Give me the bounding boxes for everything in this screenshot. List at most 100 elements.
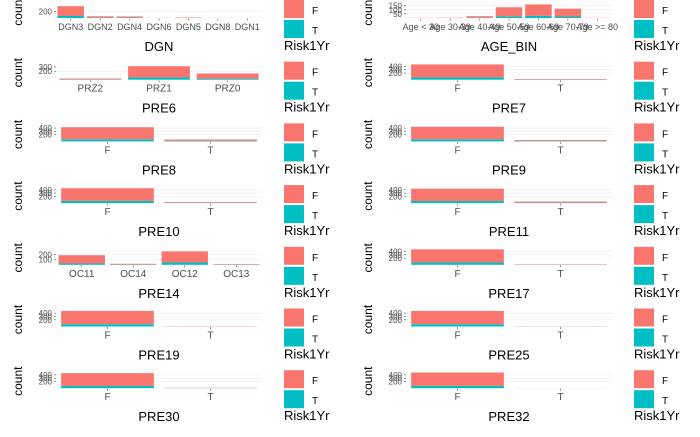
panel-pre14-x-tick-label: OC14: [120, 269, 147, 280]
panel-pre8-y-tick-label: 400: [39, 124, 53, 133]
panel-dgn-x-tick-label: DGN4: [117, 22, 142, 32]
panel-pre11-x-axis-label: PRE11: [489, 224, 529, 239]
panel-pre9-x-tick-label: F: [454, 145, 460, 156]
panel-dgn-x-tick-label: DGN5: [176, 22, 201, 32]
panel-pre14-legend-key-t: [284, 267, 304, 285]
panel-pre14-bar-t: [59, 264, 105, 265]
panel-dgn-y-tick-label: 200: [39, 7, 53, 16]
panel-pre11-x-tick-label: T: [557, 207, 563, 218]
panel-pre30-y-axis-label: count: [11, 366, 25, 396]
panel-pre30-bar-f: [61, 373, 154, 386]
panel-pre9-bar-f: [411, 127, 504, 139]
panel-pre25-y-axis-label: count: [361, 304, 375, 334]
panel-age_bin-x-tick-label: Age >= 80: [577, 22, 619, 32]
panel-pre10-legend-label-f: F: [312, 191, 318, 202]
panel-pre11-legend-key-f: [634, 185, 654, 203]
panel-pre32-bar-f: [411, 373, 504, 386]
panel-pre9-legend-label-t: T: [662, 149, 668, 160]
panel-pre6-x-tick-label: PRZ0: [215, 84, 241, 95]
panel-age_bin-legend-title: Risk1Yr: [634, 38, 680, 53]
panel-pre6-legend-key-f: [284, 62, 304, 80]
panel-pre19-bar-t: [61, 324, 154, 326]
panel-pre19-legend-title: Risk1Yr: [284, 347, 330, 362]
panel-pre17-legend-title: Risk1Yr: [634, 285, 680, 300]
panel-pre6-legend-label-f: F: [312, 68, 318, 79]
panel-pre10-legend-title: Risk1Yr: [284, 223, 330, 238]
panel-pre11-bar-f: [411, 189, 504, 201]
panel-pre8-legend-label-f: F: [312, 129, 318, 140]
panel-age_bin-bar-f: [555, 9, 581, 17]
panel-pre32-legend-key-t: [634, 390, 654, 408]
panel-age_bin-bar-t: [496, 16, 522, 18]
panel-pre9-x-tick-label: T: [557, 145, 563, 156]
panel-dgn-legend-key-f: [284, 0, 304, 18]
panel-pre6-legend-label-t: T: [312, 88, 318, 99]
panel-pre25-x-tick-label: T: [557, 331, 563, 342]
panel-pre25-bar-f: [411, 311, 504, 324]
panel-pre10-bar-t: [61, 201, 154, 203]
panel-pre32-y-axis-label: count: [361, 366, 375, 396]
panel-age_bin-bar-f: [525, 4, 551, 16]
panel-pre17-legend-key-f: [634, 247, 654, 265]
panel-dgn-bar-f: [87, 16, 113, 17]
panel-pre9-bar-f: [514, 140, 607, 141]
panel-dgn-y-axis-label: count: [11, 0, 25, 26]
panel-pre7-x-tick-label: T: [557, 84, 563, 95]
panel-pre17-bar-t: [411, 263, 504, 265]
panel-pre14-bar-f: [110, 264, 156, 265]
panel-pre6-x-tick-label: PRZ2: [78, 84, 104, 95]
panel-pre32-legend-key-f: [634, 370, 654, 388]
panel-pre19-legend-key-t: [284, 329, 304, 347]
panel-pre19-y-axis-label: count: [11, 304, 25, 334]
panel-pre8-bar-t: [164, 141, 257, 142]
panel-pre10-bar-f: [61, 188, 154, 201]
panel-pre14-x-tick-label: OC11: [69, 269, 95, 280]
panel-pre9-y-axis-label: count: [361, 119, 375, 149]
panel-pre7-y-axis-label: count: [361, 57, 375, 87]
panel-pre25-legend-key-f: [634, 309, 654, 327]
panel-pre11-legend-key-t: [634, 205, 654, 223]
panel-pre8-bar-f: [164, 140, 257, 141]
panel-pre30-legend-key-t: [284, 390, 304, 408]
panel-pre7-legend-key-t: [634, 82, 654, 100]
panel-pre7-bar-f: [514, 79, 607, 80]
panel-pre17-x-tick-label: F: [454, 269, 460, 280]
panel-pre17-bar-f: [411, 249, 504, 262]
panel-pre25-y-tick-label: 400: [389, 309, 403, 318]
panel-pre11-bar-t: [411, 201, 504, 203]
panel-pre25-legend-label-f: F: [662, 315, 668, 326]
panel-pre6-bar-f: [59, 79, 121, 80]
panel-pre19-legend-label-t: T: [312, 335, 318, 346]
panel-age_bin-bar-t: [555, 17, 581, 18]
panel-pre8-legend-key-t: [284, 143, 304, 161]
panel-pre11-legend-title: Risk1Yr: [634, 223, 680, 238]
panel-pre30-x-axis-label: PRE30: [138, 409, 179, 424]
panel-pre8-x-tick-label: F: [104, 145, 110, 156]
panel-pre6-legend-key-t: [284, 82, 304, 100]
panel-pre10-legend-label-t: T: [312, 211, 318, 222]
panel-pre9-x-axis-label: PRE9: [492, 162, 526, 177]
panel-pre10-x-axis-label: PRE10: [138, 224, 179, 239]
panel-dgn-x-tick-label: DGN3: [58, 22, 83, 32]
panel-pre11-y-axis-label: count: [361, 181, 375, 211]
panel-pre10-x-tick-label: T: [207, 207, 213, 218]
panel-age_bin-bar-t: [525, 16, 551, 18]
panel-age_bin-y-axis-label: count: [361, 0, 375, 26]
panel-pre19-legend-label-f: F: [312, 315, 318, 326]
panel-pre17-legend-label-f: F: [662, 253, 668, 264]
panel-pre14-bar-t: [162, 262, 208, 264]
panel-pre8-legend-label-t: T: [312, 149, 318, 160]
panel-pre25-legend-title: Risk1Yr: [634, 347, 680, 362]
panel-pre30-legend-label-f: F: [312, 376, 318, 387]
panel-pre25-legend-key-t: [634, 329, 654, 347]
panel-dgn-bar-f: [57, 6, 83, 16]
panel-pre6-legend-title: Risk1Yr: [284, 100, 330, 115]
panel-dgn-x-tick-label: DGN8: [205, 22, 230, 32]
panel-pre14-y-tick-label: 200: [39, 250, 53, 259]
panel-pre7-x-tick-label: F: [454, 84, 460, 95]
panel-dgn-x-axis-label: DGN: [145, 39, 174, 54]
panel-pre8-x-tick-label: T: [207, 145, 213, 156]
panel-pre14-bar-f: [162, 251, 208, 262]
panel-pre9-legend-key-f: [634, 123, 654, 141]
